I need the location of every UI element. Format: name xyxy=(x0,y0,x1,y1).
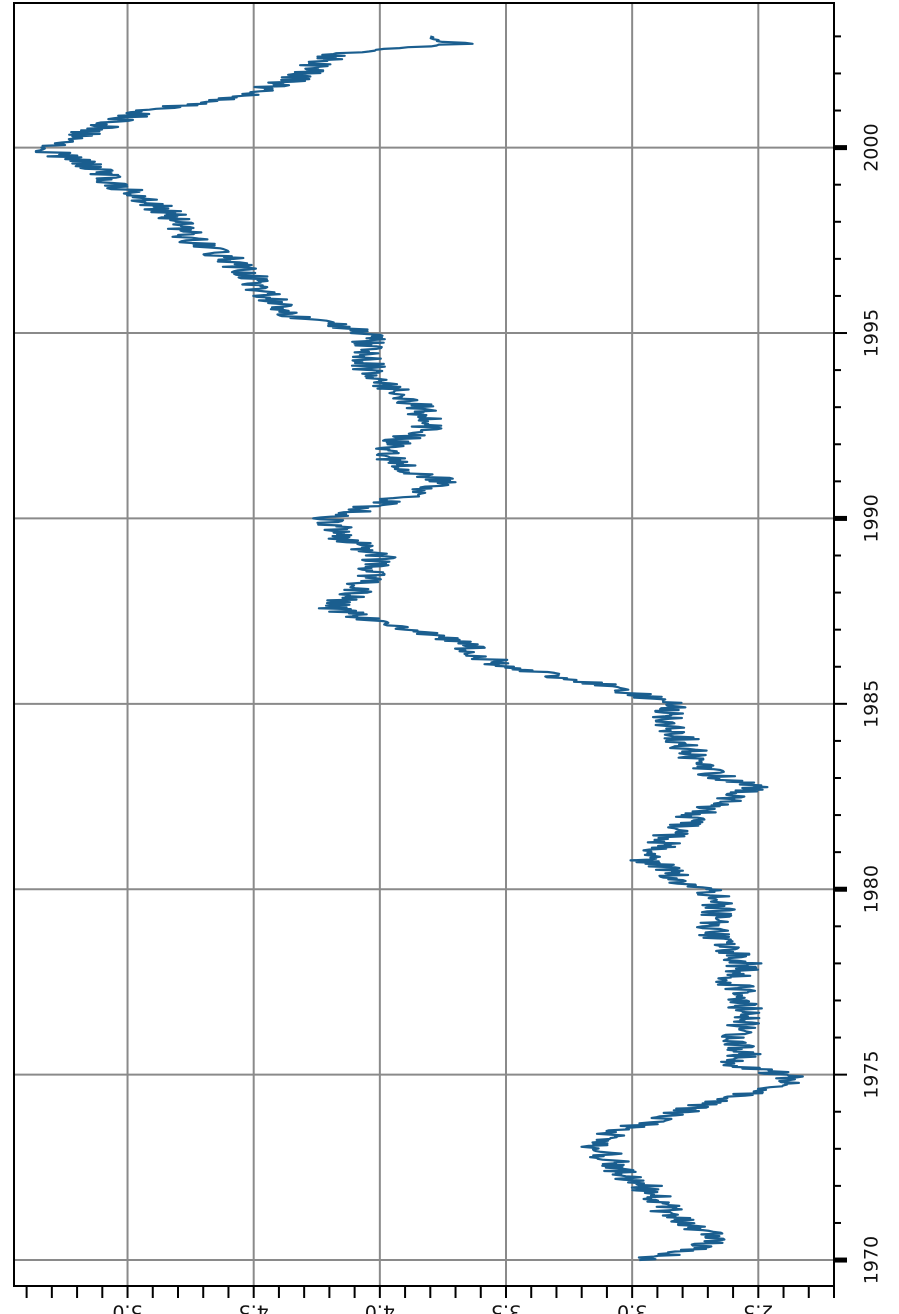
grid-lines xyxy=(14,3,834,1286)
value-axis-ticks: 2.5 3.0 3.5 4.0 4.5 5.0 xyxy=(25,1286,835,1314)
tick-label-time: 1985 xyxy=(861,680,883,728)
time-axis-ticks: 1970 1975 1980 1985 1990 1995 2000 xyxy=(834,35,883,1284)
tick-label-time: 1970 xyxy=(861,1236,883,1284)
tick-label-value: 5.0 xyxy=(112,1301,142,1314)
tick-label-time: 2000 xyxy=(861,123,883,171)
tick-label-time: 1990 xyxy=(861,494,883,542)
tick-label-value: 4.0 xyxy=(365,1301,395,1314)
tick-label-time: 1975 xyxy=(861,1050,883,1098)
series-line xyxy=(34,35,804,1262)
tick-label-time: 1980 xyxy=(861,865,883,913)
plot-area-frame xyxy=(13,2,835,1287)
tick-label-value: 4.5 xyxy=(239,1301,269,1314)
tick-label-time: 1995 xyxy=(861,309,883,357)
tick-label-value: 3.5 xyxy=(491,1301,521,1314)
tick-label-value: 3.0 xyxy=(617,1301,647,1314)
tick-label-value: 2.5 xyxy=(743,1301,773,1314)
